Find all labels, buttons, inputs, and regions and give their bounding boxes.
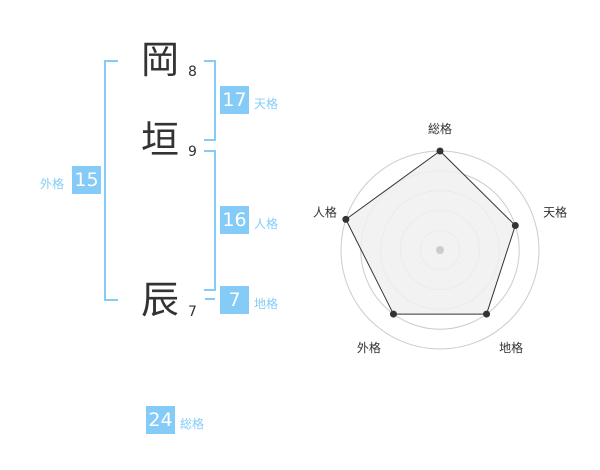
center-dot [436,246,444,254]
jinkaku-bracket [204,150,216,291]
gaikaku-bracket [104,60,118,301]
axis-label: 総格 [428,121,452,136]
soukaku-value: 24 [146,406,175,434]
tenkaku-label: 天格 [254,97,279,111]
data-point-3 [483,310,491,318]
data-point-2 [511,222,519,230]
soukaku-label: 総格 [180,417,205,431]
axis-label: 地格 [499,340,523,355]
name-char-2: 垣 [140,118,179,162]
radar-area [345,150,516,315]
axis-label: 天格 [543,205,567,220]
stroke-count-2: 9 [188,144,197,160]
chikaku-connector [205,298,215,300]
axis-label: 外格 [357,340,381,355]
tenkaku-bracket [204,60,216,141]
name-char-1: 岡 [140,38,179,82]
gaikaku-value: 15 [72,166,101,194]
jinkaku-label: 人格 [254,217,279,231]
name-char-3: 辰 [140,278,179,322]
chikaku-label: 地格 [254,297,279,311]
data-point-1 [436,147,444,155]
gaikaku-label: 外格 [40,177,65,191]
chikaku-value: 7 [220,286,249,314]
data-point-4 [389,310,397,318]
axis-label: 人格 [313,205,337,220]
tenkaku-value: 17 [220,86,249,114]
jinkaku-value: 16 [220,206,249,234]
stroke-count-1: 8 [188,64,197,80]
stroke-count-3: 7 [188,304,197,320]
data-point-5 [342,215,350,223]
